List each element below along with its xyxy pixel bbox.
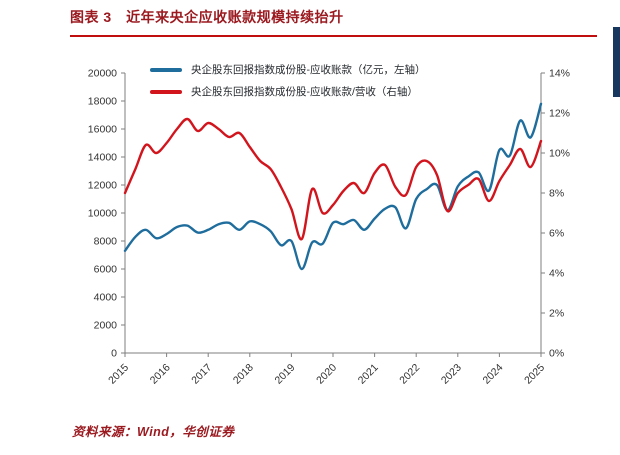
figure-header: 图表 3 近年来央企应收账款规模持续抬升: [70, 7, 597, 37]
svg-text:10%: 10%: [549, 148, 570, 160]
line-chart: 0 2000 4000 6000 8000 10000 12000 14000 16000 180…: [88, 68, 570, 387]
svg-text:10000: 10000: [88, 208, 117, 220]
svg-text:0: 0: [111, 348, 117, 360]
svg-text:2016: 2016: [148, 362, 173, 387]
legend-item-ratio: 央企股东回报指数成份股-应收账款/营收（右轴）: [150, 84, 426, 99]
svg-text:2023: 2023: [439, 362, 464, 387]
svg-text:12%: 12%: [549, 108, 570, 120]
page-edge-stripe: [613, 27, 620, 97]
legend-item-receivables: 央企股东回报指数成份股-应收账款（亿元，左轴）: [150, 62, 426, 77]
svg-text:14%: 14%: [549, 68, 570, 80]
svg-text:2021: 2021: [356, 362, 381, 387]
svg-text:6000: 6000: [94, 264, 118, 276]
svg-text:4%: 4%: [549, 268, 564, 280]
svg-text:2025: 2025: [522, 362, 547, 387]
svg-text:2%: 2%: [549, 308, 564, 320]
receivables-line-swatch: [150, 67, 182, 72]
ratio-line-swatch: [150, 89, 182, 94]
svg-text:6%: 6%: [549, 228, 564, 240]
legend-label-ratio: 央企股东回报指数成份股-应收账款/营收（右轴）: [191, 86, 418, 98]
svg-text:16000: 16000: [88, 124, 117, 136]
svg-text:2024: 2024: [481, 362, 506, 387]
svg-text:0%: 0%: [549, 348, 564, 360]
svg-text:2022: 2022: [397, 362, 422, 387]
svg-text:14000: 14000: [88, 152, 117, 164]
svg-text:2020: 2020: [314, 362, 339, 387]
svg-text:4000: 4000: [94, 292, 118, 304]
svg-text:2015: 2015: [106, 362, 131, 387]
svg-text:8000: 8000: [94, 236, 118, 248]
svg-text:20000: 20000: [88, 68, 117, 80]
svg-text:12000: 12000: [88, 180, 117, 192]
chart-legend: 央企股东回报指数成份股-应收账款（亿元，左轴） 央企股东回报指数成份股-应收账款…: [150, 62, 426, 99]
legend-label-receivables: 央企股东回报指数成份股-应收账款（亿元，左轴）: [191, 64, 426, 76]
svg-text:2018: 2018: [231, 362, 256, 387]
figure-title: 图表 3 近年来央企应收账款规模持续抬升: [70, 9, 344, 25]
source-note: 资料来源：Wind，华创证券: [72, 425, 235, 439]
svg-text:8%: 8%: [549, 188, 564, 200]
svg-text:2017: 2017: [189, 362, 214, 387]
svg-text:18000: 18000: [88, 96, 117, 108]
svg-text:2019: 2019: [273, 362, 298, 387]
svg-text:2000: 2000: [94, 320, 118, 332]
